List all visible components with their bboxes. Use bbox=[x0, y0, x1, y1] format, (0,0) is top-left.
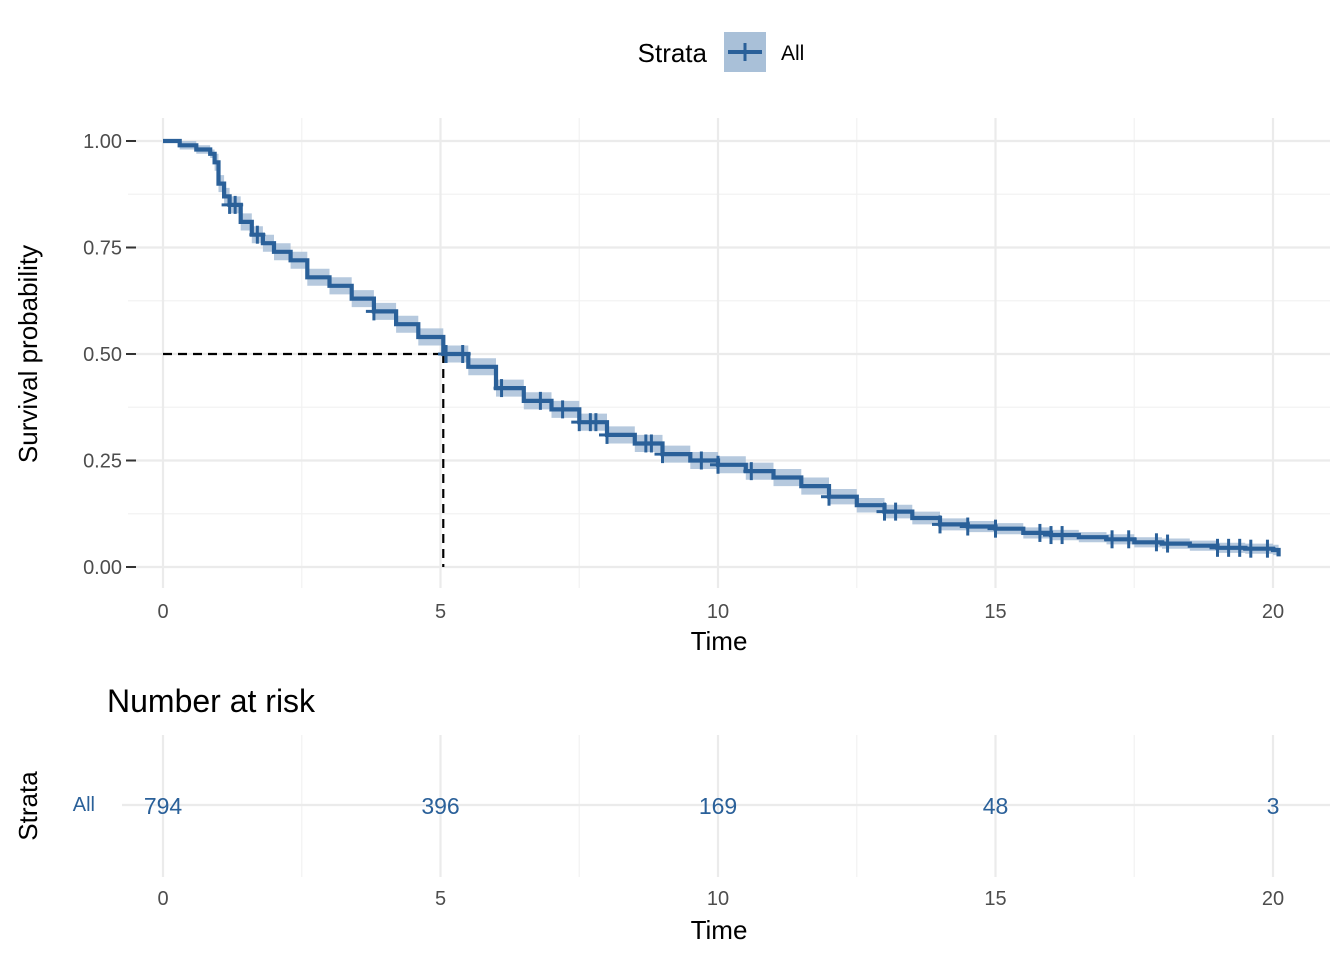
x-axis: 0 5 10 15 20 bbox=[157, 601, 1284, 623]
risk-table-title: Number at risk bbox=[107, 683, 316, 719]
y-tick-label: 0.50 bbox=[83, 344, 122, 366]
risk-x-tick-label: 5 bbox=[435, 888, 446, 910]
x-tick-label: 0 bbox=[157, 601, 168, 623]
risk-strata-label: All bbox=[73, 794, 95, 816]
legend: Strata All bbox=[638, 32, 804, 72]
survival-grid bbox=[128, 118, 1330, 588]
x-tick-label: 5 bbox=[435, 601, 446, 623]
risk-value: 48 bbox=[983, 793, 1009, 819]
confidence-band bbox=[163, 141, 1279, 560]
risk-table-x-axis: 0 5 10 15 20 bbox=[157, 888, 1284, 910]
risk-y-axis-title: Strata bbox=[13, 771, 43, 841]
y-axis: 0.00 0.25 0.50 0.75 1.00 bbox=[83, 131, 136, 579]
x-axis-title: Time bbox=[691, 626, 748, 656]
risk-x-axis-title: Time bbox=[691, 915, 748, 945]
y-tick-label: 0.25 bbox=[83, 451, 122, 473]
risk-x-tick-label: 20 bbox=[1262, 888, 1284, 910]
legend-label-all: All bbox=[781, 42, 804, 65]
risk-x-tick-label: 15 bbox=[984, 888, 1006, 910]
risk-table: Number at risk All 794 396 169 48 3 0 5 10 15 20… bbox=[13, 683, 1330, 945]
x-tick-label: 10 bbox=[707, 601, 729, 623]
y-axis-title: Survival probability bbox=[13, 245, 43, 463]
risk-table-grid bbox=[122, 735, 1330, 877]
y-tick-label: 1.00 bbox=[83, 131, 122, 153]
y-tick-label: 0.75 bbox=[83, 238, 122, 260]
censor-marks bbox=[221, 195, 1276, 558]
survival-curve-all bbox=[163, 138, 1281, 557]
risk-x-tick-label: 10 bbox=[707, 888, 729, 910]
y-tick-label: 0.00 bbox=[83, 557, 122, 579]
risk-x-tick-label: 0 bbox=[157, 888, 168, 910]
risk-value: 396 bbox=[421, 793, 459, 819]
survival-panel: 0.00 0.25 0.50 0.75 1.00 0 5 10 15 20 Time Survi… bbox=[13, 118, 1330, 656]
x-tick-label: 15 bbox=[984, 601, 1006, 623]
risk-value: 3 bbox=[1267, 793, 1280, 819]
legend-title: Strata bbox=[638, 38, 708, 68]
x-tick-label: 20 bbox=[1262, 601, 1284, 623]
risk-table-strata-labels: All bbox=[73, 794, 95, 816]
risk-value: 794 bbox=[144, 793, 183, 819]
risk-table-values: 794 396 169 48 3 bbox=[144, 793, 1280, 819]
risk-value: 169 bbox=[699, 793, 737, 819]
